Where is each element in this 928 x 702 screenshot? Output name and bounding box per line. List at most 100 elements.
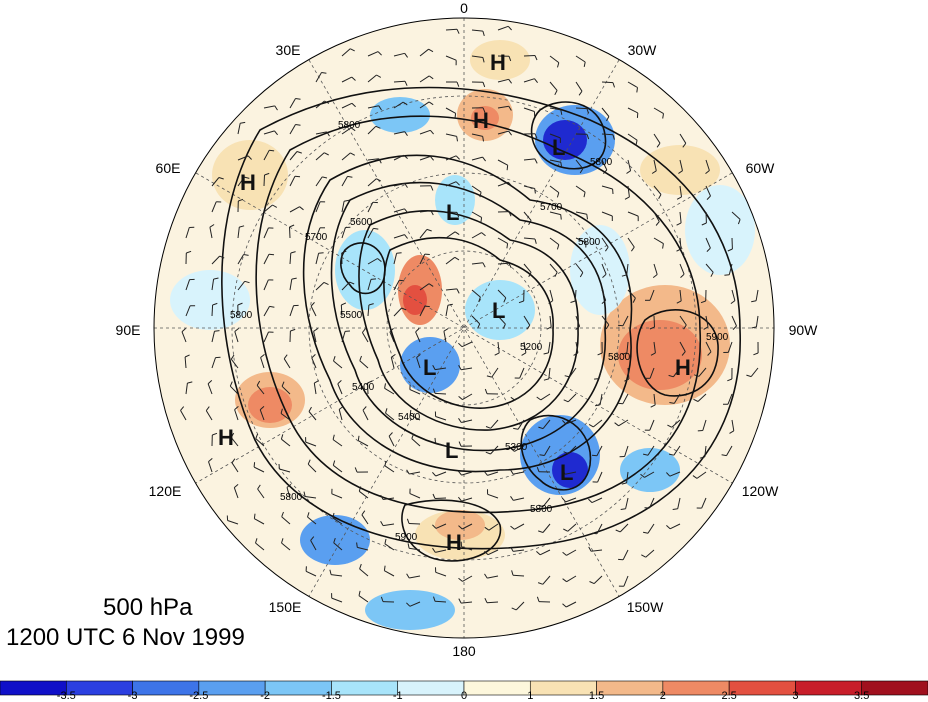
wind-barb <box>653 263 658 275</box>
wind-barb-flag <box>359 563 362 570</box>
wind-barb-flag <box>536 596 540 602</box>
wind-barb-flag <box>338 405 344 410</box>
wind-barb <box>434 392 447 395</box>
wind-barb <box>367 201 374 213</box>
wind-barb-flag <box>534 188 536 194</box>
wind-barb-flag <box>538 504 544 508</box>
wind-barb-flag <box>234 328 240 332</box>
wind-barb-flag <box>458 418 462 423</box>
wind-barb <box>679 159 683 171</box>
wind-barb-flag <box>403 154 408 159</box>
wind-barb <box>445 288 457 291</box>
wind-barb-flag <box>751 326 757 329</box>
wind-barb <box>566 575 577 583</box>
wind-barb <box>542 523 551 533</box>
contour-label: 5800 <box>280 492 303 503</box>
wind-barb <box>497 262 510 265</box>
wind-barb <box>185 279 191 291</box>
wind-barb <box>575 315 581 327</box>
wind-barb <box>359 360 369 369</box>
wind-barb <box>601 315 610 326</box>
wind-barb-flag <box>484 388 488 394</box>
wind-barb-flag <box>299 206 304 211</box>
wind-barb <box>383 523 395 527</box>
wind-barb-flag <box>606 116 610 122</box>
wind-barb-flag <box>481 232 486 237</box>
wind-barb <box>601 107 610 117</box>
wind-barb <box>445 181 457 187</box>
wind-barb <box>305 570 317 577</box>
wind-barb-flag <box>485 426 491 429</box>
wind-barb <box>237 254 245 265</box>
high-center: H <box>240 170 256 195</box>
wind-barb-flag <box>256 380 261 386</box>
high-center: H <box>675 355 691 380</box>
wind-barb <box>649 497 655 509</box>
wind-barb <box>289 124 296 135</box>
wind-barb-flag <box>668 453 675 456</box>
wind-barb-flag <box>655 221 660 226</box>
wind-barb <box>575 107 588 110</box>
wind-barb-flag <box>455 181 460 186</box>
wind-barb <box>315 131 327 135</box>
wind-barb-flag <box>456 212 460 218</box>
wind-barb <box>701 497 707 509</box>
colorbar-swatch <box>662 680 730 696</box>
wind-barb-flag <box>415 328 420 333</box>
wind-barb <box>575 237 587 243</box>
wind-barb-flag <box>562 420 567 425</box>
wind-barb <box>280 413 291 421</box>
wind-barb <box>263 174 265 187</box>
wind-barb <box>256 385 265 395</box>
wind-barb <box>332 464 343 473</box>
wind-barb-flag <box>358 590 361 596</box>
wind-barb-flag <box>286 483 292 488</box>
wind-barb-flag <box>432 547 436 553</box>
wind-barb-flag <box>508 79 513 84</box>
wind-barb-flag <box>314 380 319 384</box>
wind-barb-flag <box>746 374 752 378</box>
wind-barb-flag <box>219 255 225 259</box>
wind-barb <box>211 201 217 213</box>
wind-barb-flag <box>482 107 486 113</box>
wind-barb-flag <box>548 300 554 305</box>
wind-barb <box>461 419 473 423</box>
wind-barb-flag <box>458 598 462 604</box>
colorbar-swatch <box>397 680 465 696</box>
wind-barb <box>726 445 733 456</box>
wind-barb-flag <box>428 75 434 80</box>
wind-barb-flag <box>208 458 213 462</box>
wind-barb-flag <box>536 467 540 472</box>
wind-barb-flag <box>307 459 311 465</box>
wind-barb-flag <box>536 551 541 556</box>
wind-barb <box>234 409 239 421</box>
wind-barb-flag <box>503 297 507 303</box>
wind-barb-flag <box>349 48 355 52</box>
wind-barb <box>416 357 421 369</box>
wind-barb-flag <box>482 82 486 88</box>
wind-barb-flag <box>230 432 235 438</box>
wind-barb <box>547 341 551 353</box>
wind-barb-flag <box>562 551 567 556</box>
wind-barb-flag <box>458 365 462 370</box>
wind-barb-flag <box>642 531 649 534</box>
wind-barb-flag <box>333 537 336 543</box>
longitude-label: 30E <box>275 42 301 58</box>
wind-barb <box>461 523 473 530</box>
wind-barb-flag <box>591 532 597 535</box>
wind-barb-flag <box>458 396 463 400</box>
wind-barb-flag <box>229 381 233 387</box>
wind-barb <box>315 176 323 187</box>
wind-barb <box>679 133 687 144</box>
wind-barb <box>384 465 395 473</box>
wind-barb <box>731 289 736 301</box>
contour-label: 5800 <box>230 310 253 321</box>
colorbar-tick-label: -2.5 <box>189 690 209 702</box>
wind-barb <box>627 237 635 248</box>
wind-barb-flag <box>255 538 258 544</box>
wind-barb-flag <box>538 530 544 533</box>
wind-barb <box>358 490 369 499</box>
wind-barb <box>601 289 607 301</box>
wind-barb-flag <box>269 305 275 308</box>
wind-barb <box>340 304 343 317</box>
